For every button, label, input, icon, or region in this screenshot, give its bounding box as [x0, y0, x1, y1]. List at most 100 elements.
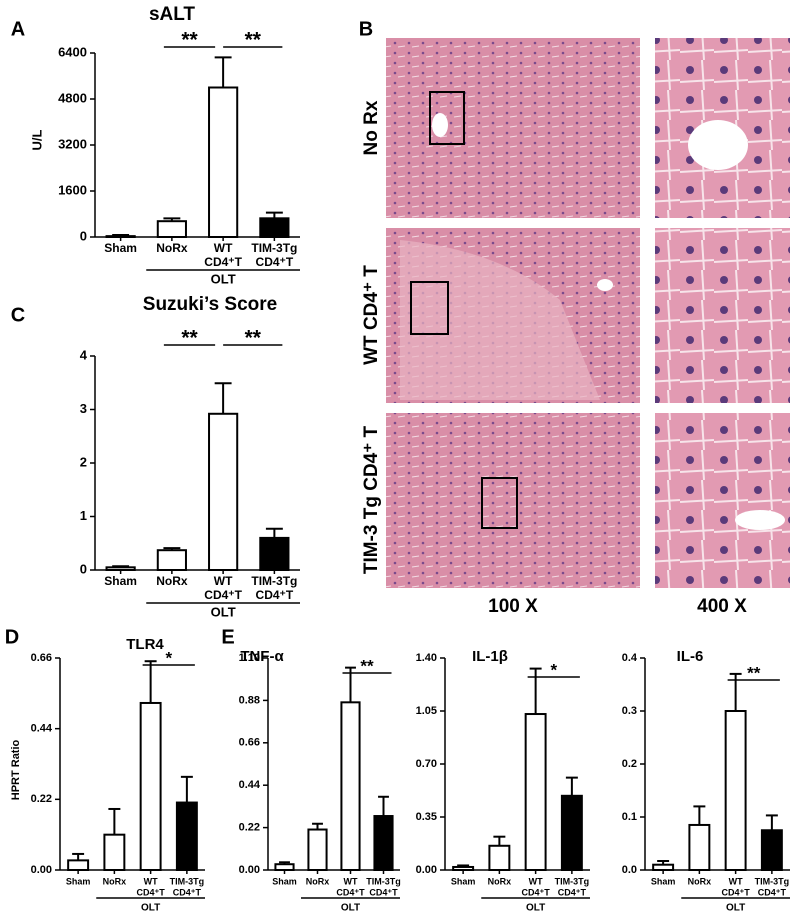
x-tick-label: NoRx — [688, 876, 712, 886]
bar — [724, 710, 747, 871]
x-tick-label: WT — [344, 876, 358, 886]
x-tick-label: CD4⁺T — [369, 887, 398, 897]
x-tick-label: CD4⁺T — [721, 887, 750, 897]
group-label: OLT — [141, 903, 160, 914]
x-tick-label: CD4⁺T — [204, 588, 242, 602]
x-tick-label: Sham — [104, 574, 137, 588]
bar — [488, 844, 511, 871]
panel-letter: E — [221, 626, 234, 648]
vessel — [735, 510, 785, 530]
y-tick-label: 0.66 — [31, 652, 52, 664]
chart-title: sALT — [149, 4, 195, 25]
y-tick-label: 0.35 — [416, 811, 437, 823]
bar — [652, 863, 675, 872]
x-tick-label: NoRx — [488, 876, 512, 886]
panel-letter: D — [5, 626, 19, 648]
bar — [105, 235, 136, 238]
bar — [259, 217, 290, 238]
bar — [208, 412, 239, 571]
chart-title: IL-6 — [677, 648, 704, 665]
significance-label: * — [550, 660, 557, 679]
x-tick-label: NoRx — [103, 876, 127, 886]
bar — [208, 86, 239, 238]
panel-letter: C — [11, 304, 25, 326]
y-axis-label: HPRT Ratio — [10, 739, 22, 800]
x-tick-label: NoRx — [156, 241, 188, 255]
x-tick-label: Sham — [272, 876, 297, 886]
x-tick-label: CD4⁺T — [136, 887, 165, 897]
bar — [307, 828, 328, 872]
y-tick-label: 2 — [80, 454, 87, 469]
histology-image — [386, 413, 640, 588]
y-axis-label: U/L — [29, 129, 44, 150]
group-label: OLT — [211, 271, 236, 286]
histology-panel: B No Rx WT CD4⁺ T TIM-3 Tg CD4⁺ T 100 X … — [359, 18, 790, 617]
x-tick-label: CD4⁺T — [256, 588, 294, 602]
y-tick-label: 0.22 — [31, 793, 52, 805]
row-label: No Rx — [361, 100, 382, 155]
y-tick-label: 0.88 — [239, 694, 260, 706]
bar — [760, 829, 783, 871]
y-tick-label: 0 — [80, 561, 87, 576]
bar — [175, 801, 198, 872]
chart-title: IL-1β — [472, 648, 508, 665]
bar — [139, 701, 162, 872]
significance-label: ** — [245, 327, 262, 350]
y-tick-label: 1.10 — [239, 652, 260, 664]
x-tick-label: WT — [214, 241, 233, 255]
x-tick-label: Sham — [651, 876, 676, 886]
bar — [524, 713, 547, 871]
x-tick-label: CD4⁺T — [758, 887, 787, 897]
group-label: OLT — [211, 604, 236, 619]
histology-image — [655, 228, 790, 403]
x-tick-label: CD4⁺T — [204, 255, 242, 269]
x-tick-label: TIM-3Tg — [755, 876, 790, 886]
significance-label: * — [165, 648, 172, 667]
significance-label: ** — [245, 29, 262, 52]
bar — [105, 566, 136, 572]
bar — [67, 859, 90, 872]
panel-letter: B — [359, 18, 373, 40]
y-tick-label: 0.4 — [622, 652, 638, 664]
y-tick-label: 0.0 — [622, 864, 637, 876]
x-tick-label: TIM-3Tg — [170, 876, 205, 886]
x-tick-label: WT — [214, 574, 233, 588]
y-tick-label: 0.70 — [416, 758, 437, 770]
vessel — [597, 279, 613, 291]
x-tick-label: WT — [144, 876, 158, 886]
bar — [560, 794, 583, 871]
y-tick-label: 3200 — [58, 136, 87, 151]
zoom-box — [429, 91, 465, 145]
bar — [259, 536, 290, 572]
x-tick-label: NoRx — [306, 876, 330, 886]
x-tick-label: Sham — [451, 876, 476, 886]
vessel — [688, 120, 748, 170]
zoom-box — [410, 281, 449, 335]
bar — [103, 833, 126, 872]
y-tick-label: 0 — [80, 228, 87, 243]
y-tick-label: 4 — [80, 347, 88, 362]
y-tick-label: 0.1 — [622, 811, 637, 823]
y-tick-label: 3 — [80, 401, 87, 416]
significance-label: ** — [181, 29, 198, 52]
x-tick-label: WT — [529, 876, 543, 886]
chart-title: TNF-α — [240, 648, 284, 665]
y-tick-label: 1.40 — [416, 652, 437, 664]
x-tick-label: CD4⁺T — [558, 887, 587, 897]
group-label: OLT — [341, 903, 360, 914]
x-tick-label: TIM-3Tg — [251, 241, 297, 255]
y-tick-label: 1.05 — [416, 705, 437, 717]
x-tick-label: CD4⁺T — [256, 255, 294, 269]
y-tick-label: 4800 — [58, 90, 87, 105]
significance-label: ** — [747, 663, 761, 682]
x-tick-label: WT — [729, 876, 743, 886]
row-label: WT CD4⁺ T — [361, 265, 382, 365]
group-label: OLT — [526, 903, 545, 914]
vessel — [432, 113, 448, 137]
histology-image — [655, 413, 790, 588]
x-tick-label: CD4⁺T — [336, 887, 365, 897]
column-label: 100 X — [488, 596, 538, 617]
y-tick-label: 0.22 — [239, 822, 260, 834]
group-label: OLT — [726, 903, 745, 914]
